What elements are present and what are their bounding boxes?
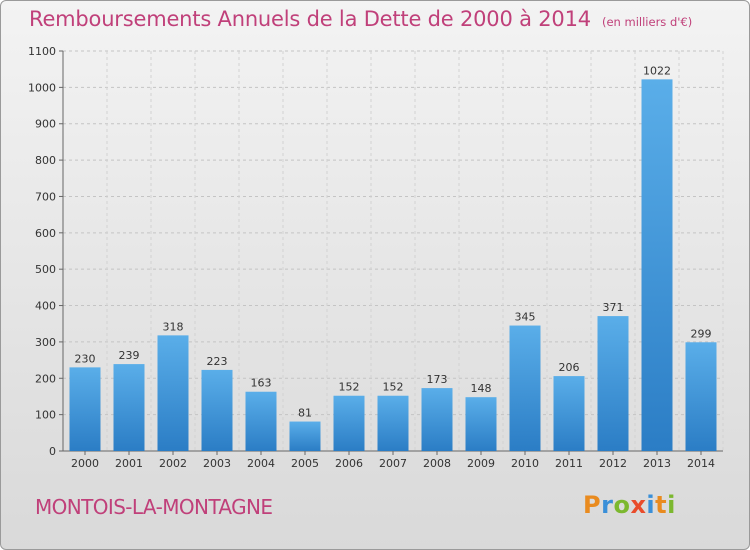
x-tick-label: 2013 [643,457,671,470]
logo-letter: t [655,491,668,519]
data-label: 371 [603,301,624,314]
data-label: 148 [471,382,492,395]
data-label: 299 [691,327,712,340]
data-label: 345 [515,311,536,324]
bars [69,79,717,451]
data-label: 152 [383,381,404,394]
x-tick-label: 2011 [555,457,583,470]
x-tick-label: 2000 [71,457,99,470]
data-label: 152 [339,381,360,394]
x-tick-label: 2005 [291,457,319,470]
y-tick-label: 200 [35,372,56,385]
bar [157,335,189,451]
logo-letter: i [667,491,676,519]
data-label: 239 [119,349,140,362]
bar [69,367,101,451]
x-tick-label: 2006 [335,457,363,470]
bar [685,342,717,451]
y-tick-label: 1100 [28,45,56,58]
bar [113,364,145,451]
x-tick-label: 2008 [423,457,451,470]
x-tick-label: 2007 [379,457,407,470]
x-tick-label: 2003 [203,457,231,470]
y-axis: 0 100 200 300 400 500 600 700 800 900 1000 1100 [28,45,64,458]
x-tick-label: 2004 [247,457,275,470]
x-axis: 2000 2001 2002 2003 2004 2005 2006 2007 2008 2009… [63,450,723,470]
x-tick-label: 2001 [115,457,143,470]
y-tick-label: 400 [35,300,56,313]
data-label: 230 [75,352,96,365]
bar [289,421,321,451]
proxiti-logo: Proxiti [583,491,676,519]
bar [597,316,629,451]
data-label: 173 [427,373,448,386]
y-tick-label: 1000 [28,81,56,94]
data-label: 163 [251,377,272,390]
logo-letter: P [583,491,602,519]
logo-letter: r [601,491,614,519]
bar [333,395,365,451]
x-tick-label: 2014 [687,457,715,470]
x-tick-label: 2012 [599,457,627,470]
commune-name: MONTOIS-LA-MONTAGNE [35,495,273,519]
bar [553,376,585,451]
bar [509,325,541,451]
y-tick-label: 0 [49,445,56,458]
y-tick-label: 700 [35,190,56,203]
y-tick-label: 800 [35,154,56,167]
bar [377,395,409,451]
bar [421,388,453,451]
bar [641,79,673,451]
data-label: 223 [207,355,228,368]
data-label: 318 [163,320,184,333]
logo-letter: o [613,491,631,519]
logo-letter: x [630,491,647,519]
y-tick-label: 100 [35,409,56,422]
chart-title-row: Remboursements Annuels de la Dette de 20… [29,7,692,31]
logo-letter: i [646,491,656,519]
x-tick-label: 2002 [159,457,187,470]
bar [465,397,497,451]
y-tick-label: 500 [35,263,56,276]
x-tick-label: 2010 [511,457,539,470]
data-label: 81 [298,407,312,420]
chart-subtitle: (en milliers d'€) [602,15,693,29]
bar [201,369,233,451]
y-tick-label: 300 [35,336,56,349]
data-label: 206 [559,361,580,374]
chart-title: Remboursements Annuels de la Dette de 20… [29,7,591,31]
data-labels: 230 239 318 223 163 81 152 152 173 148 345 206 371 10… [75,64,712,419]
data-label: 1022 [643,64,671,77]
bar [245,391,277,451]
x-tick-label: 2009 [467,457,495,470]
y-tick-label: 900 [35,118,56,131]
y-tick-label: 600 [35,227,56,240]
